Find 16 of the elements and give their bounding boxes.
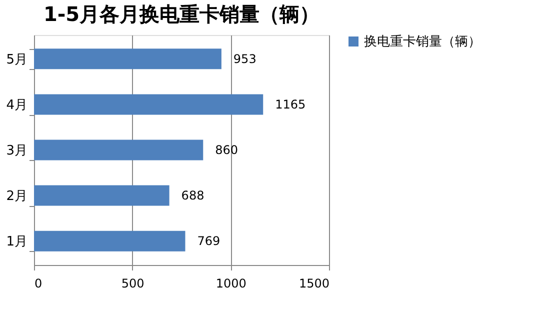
chart-title: 1-5月各月换电重卡销量（辆） [43,2,320,26]
data-label: 769 [197,234,220,248]
x-tick-label: 0 [34,276,42,290]
data-label: 688 [181,188,204,203]
y-tick-label: 5月 [6,52,28,68]
x-tick-label: 1500 [298,276,330,290]
y-tick-label: 2月 [6,189,28,204]
y-tick-label: 4月 [6,98,28,113]
legend-label: 换电重卡销量（辆） [364,34,481,50]
x-tick-label: 500 [121,276,144,290]
y-tick-label: 1月 [6,234,28,250]
data-label: 953 [233,52,256,66]
y-tick-label: 3月 [6,144,28,158]
x-tick-label: 1000 [216,276,246,290]
data-label: 860 [215,143,238,157]
data-label: 1165 [275,97,306,112]
